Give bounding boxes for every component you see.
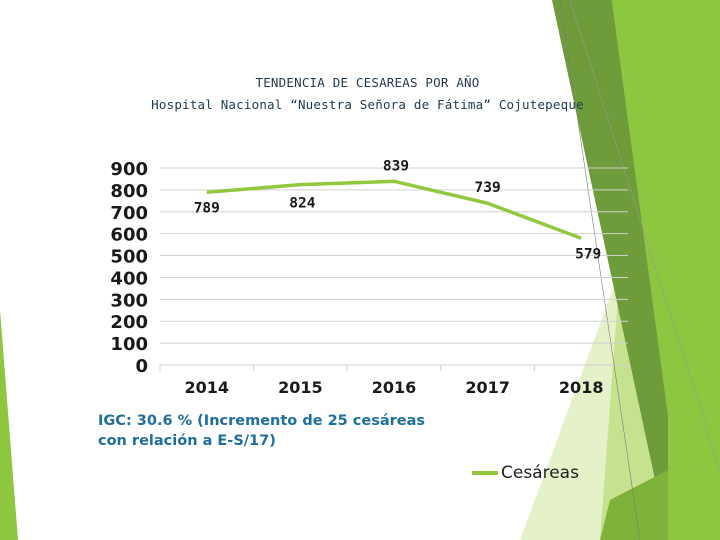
data-label: 789	[194, 200, 220, 216]
data-label: 839	[383, 158, 409, 174]
deco-thin-line-1	[559, 0, 641, 540]
x-tick-label: 2017	[465, 378, 510, 397]
chart-legend: Cesáreas	[472, 462, 579, 484]
y-tick-label: 900	[110, 159, 148, 180]
x-tick-label: 2014	[185, 378, 230, 397]
data-label: 739	[474, 180, 500, 196]
y-tick-label: 300	[110, 290, 148, 311]
chart-title: TENDENCIA DE CESAREAS POR AÑO	[255, 75, 480, 90]
deco-thin-line-2	[569, 0, 720, 471]
y-tick-label: 500	[110, 247, 148, 268]
deco-mid-panel	[612, 0, 720, 540]
y-tick-label: 800	[110, 181, 148, 202]
x-tick-label: 2018	[559, 378, 604, 397]
deco-dark-panel	[552, 0, 668, 540]
y-tick-label: 0	[135, 356, 148, 377]
y-tick-label: 100	[110, 334, 148, 355]
igc-note: IGC: 30.6 % (Incremento de 25 cesáreas c…	[98, 413, 426, 449]
chart-subtitle: Hospital Nacional “Nuestra Señora de Fát…	[151, 97, 584, 112]
deco-bottom-wedge	[600, 470, 668, 540]
x-tick-label: 2015	[278, 378, 323, 397]
legend-label: Cesáreas	[501, 463, 579, 483]
x-tick-label: 2016	[372, 378, 417, 397]
y-tick-label: 700	[110, 203, 148, 224]
deco-left-sliver	[0, 310, 18, 540]
y-tick-label: 400	[110, 268, 148, 289]
legend-swatch	[472, 471, 498, 475]
data-label: 824	[289, 196, 315, 212]
data-label: 579	[575, 246, 601, 262]
series-line-cesareas	[206, 179, 582, 240]
y-tick-label: 600	[110, 225, 148, 246]
y-tick-label: 200	[110, 312, 148, 333]
